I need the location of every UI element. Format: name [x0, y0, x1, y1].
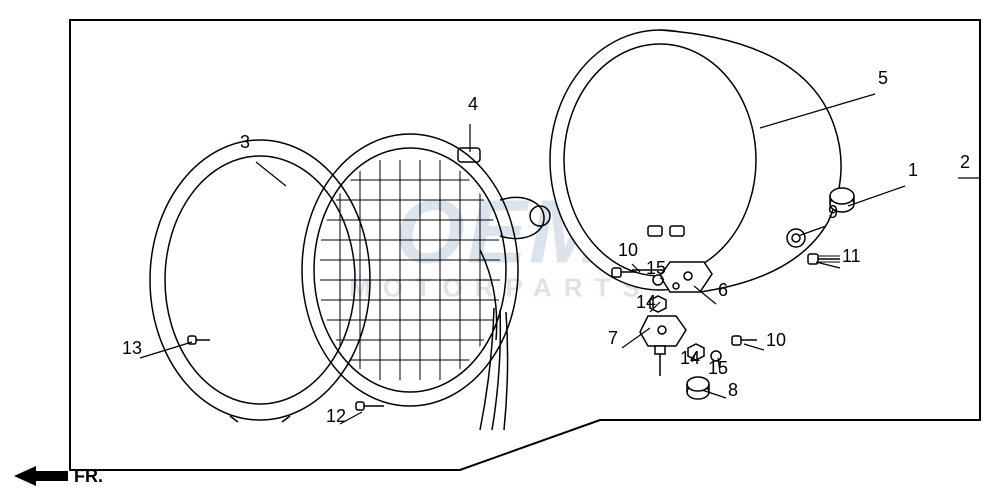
callout-15: 15: [646, 258, 666, 279]
front-direction-label: FR.: [74, 466, 103, 487]
callout-12: 12: [326, 406, 346, 427]
callout-2: 2: [960, 152, 970, 173]
callout-14: 14: [636, 292, 656, 313]
callout-13: 13: [122, 338, 142, 359]
callout-5: 5: [878, 68, 888, 89]
callout-15: 15: [708, 358, 728, 379]
callout-10: 10: [618, 240, 638, 261]
callout-8: 8: [728, 380, 738, 401]
front-direction-arrow: FR.: [14, 464, 103, 488]
callout-3: 3: [240, 132, 250, 153]
callout-1: 1: [908, 160, 918, 181]
callout-9: 9: [828, 202, 838, 223]
callout-11: 11: [842, 246, 861, 267]
callout-10: 10: [766, 330, 786, 351]
callout-4: 4: [468, 94, 478, 115]
callout-6: 6: [718, 280, 728, 301]
callout-14: 14: [680, 348, 700, 369]
callout-7: 7: [608, 328, 618, 349]
